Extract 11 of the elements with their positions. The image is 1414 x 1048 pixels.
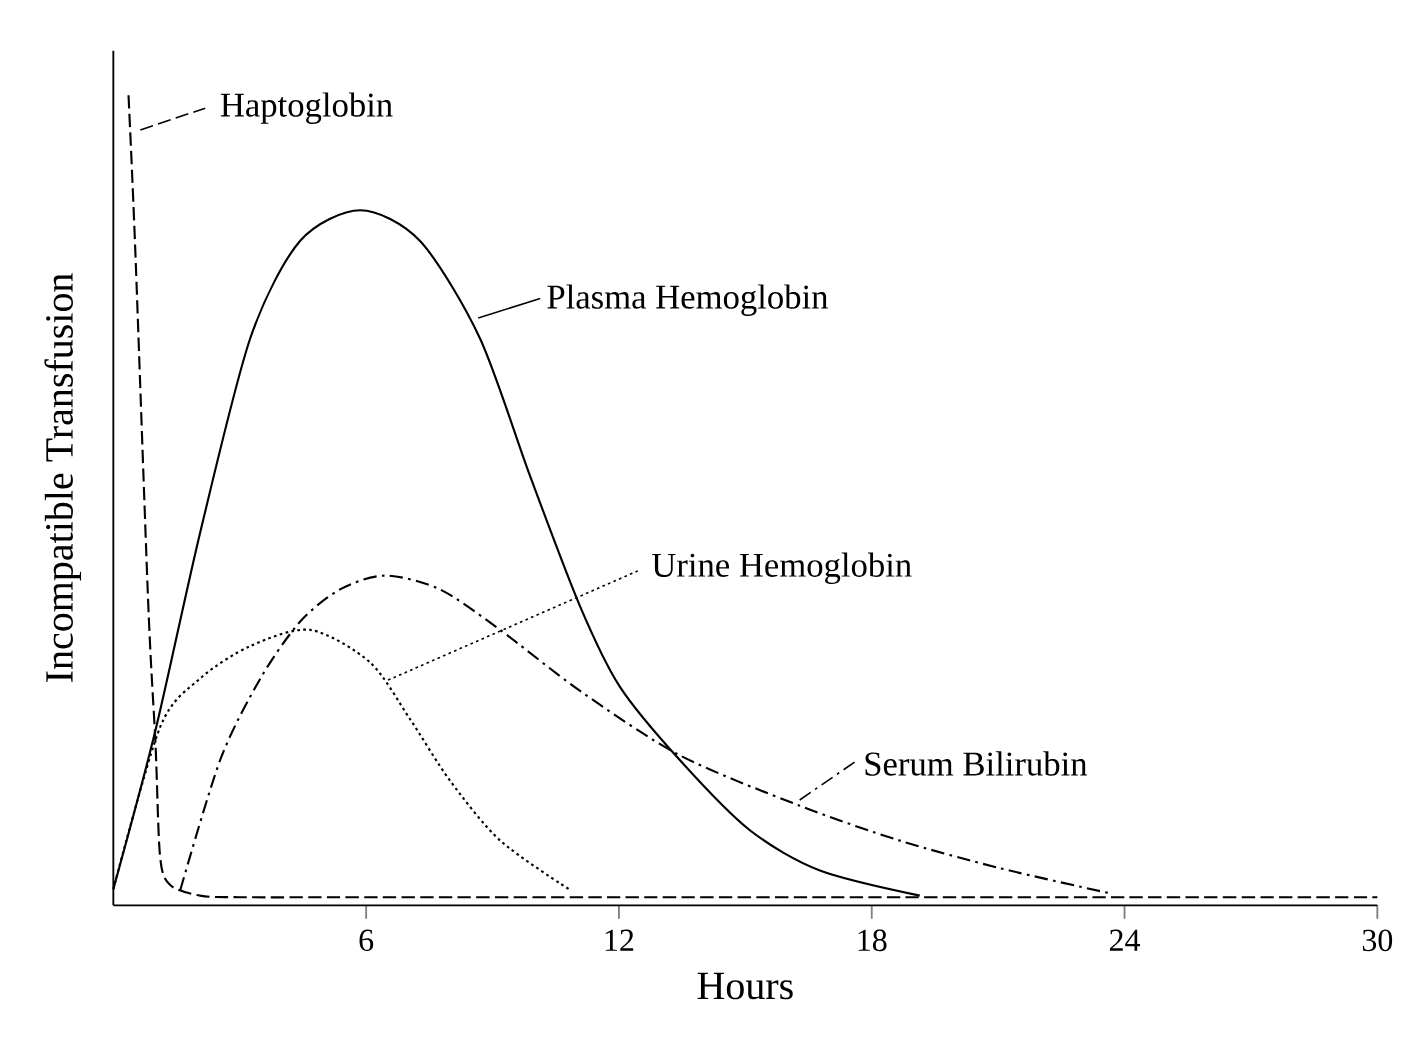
legend-label: Haptoglobin — [220, 92, 393, 124]
x-tick-label: 6 — [359, 929, 374, 952]
legend-label: Serum Bilirubin — [865, 751, 1088, 776]
x-tick-label: 18 — [858, 929, 887, 952]
x-tick-label: 12 — [605, 929, 634, 951]
x-tick-label: 24 — [1109, 929, 1141, 951]
legend-label: Plasma Hemoglobin — [547, 284, 828, 316]
text: Urine Hemoglobin — [652, 552, 912, 585]
x-axis-title: Hours — [697, 972, 793, 1000]
y-axis-title: Incompatible Transfusion — [44, 273, 82, 682]
x-tick-label: 30 — [1362, 929, 1393, 952]
